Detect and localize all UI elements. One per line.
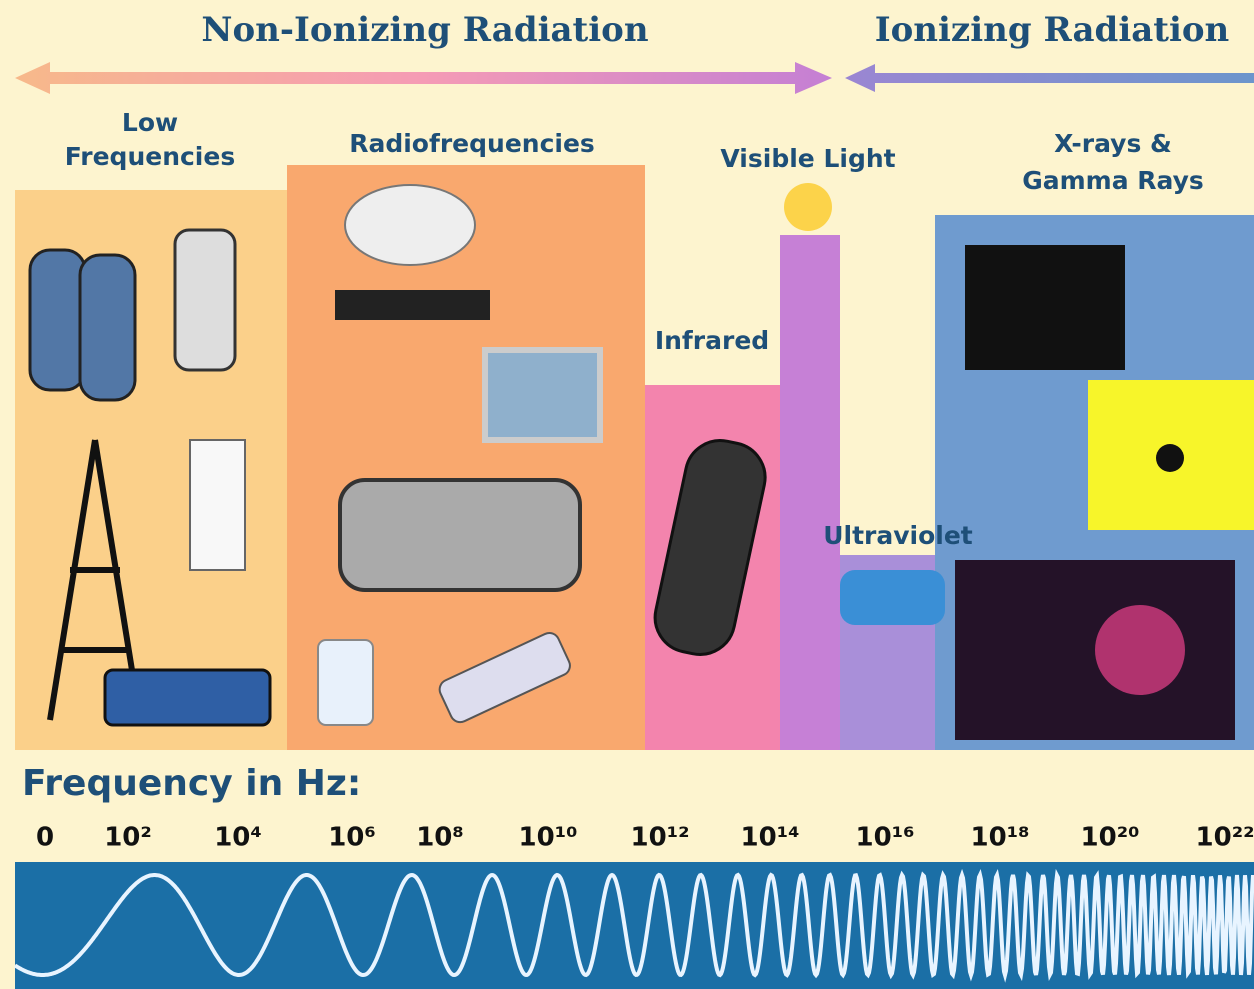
gamma-particle [1095,605,1185,695]
wave [13,868,1254,983]
wall-outlet [189,439,246,571]
frequency-tick: 10¹⁴ [741,823,800,853]
xray-image [965,245,1125,370]
visible-band [780,235,840,750]
cordless-phone [173,228,237,372]
pda [317,639,374,726]
band-label: Low [122,108,178,137]
frequency-tick: 10²² [1196,823,1254,853]
band-label: Gamma Rays [1022,166,1204,195]
frequency-tick: 0 [36,823,54,853]
frequency-tick: 10¹⁸ [971,823,1030,853]
receiver-box [335,290,490,320]
band-label: X-rays & [1054,129,1172,158]
sun-icon [784,183,832,231]
walkie-talkie [28,248,87,392]
radio-clock [338,478,582,592]
frequency-label: Frequency in Hz: [22,763,361,804]
non-ionizing-title: Non-Ionizing Radiation [201,10,648,50]
walkie-talkie [78,253,137,402]
ionizing-arrow [845,64,1254,92]
frequency-ticks: 0 10² 10⁴ 10⁶ 10⁸ 10¹⁰ 10¹² 10¹⁴ 10¹⁶ 10¹⁸ 10²⁰ 10²… [36,823,1254,853]
band-label: Ultraviolet [823,521,973,550]
satellite-dish [344,184,476,266]
tanning-lamp [840,570,945,625]
wifi-router [103,668,272,727]
frequency-tick: 10²⁰ [1081,823,1140,853]
frequency-tick: 10² [104,823,152,853]
band-label: Radiofrequencies [349,129,595,158]
band-label: Infrared [655,326,769,355]
band-label: Visible Light [720,144,895,173]
non-ionizing-arrow [15,62,832,94]
phone [438,631,571,724]
ionizing-title: Ionizing Radiation [875,10,1230,50]
frequency-tick: 10⁸ [416,823,464,853]
remote-control [653,439,767,656]
radio-tower [47,439,143,721]
frequency-tick: 10⁴ [214,823,262,853]
laptop [482,347,603,443]
frequency-tick: 10¹⁶ [856,823,915,853]
frequency-tick: 10⁶ [328,823,376,853]
radiation-symbol [1156,444,1184,472]
band-label: Frequencies [65,142,235,171]
frequency-tick: 10¹² [631,823,690,853]
frequency-tick: 10¹⁰ [519,823,578,853]
